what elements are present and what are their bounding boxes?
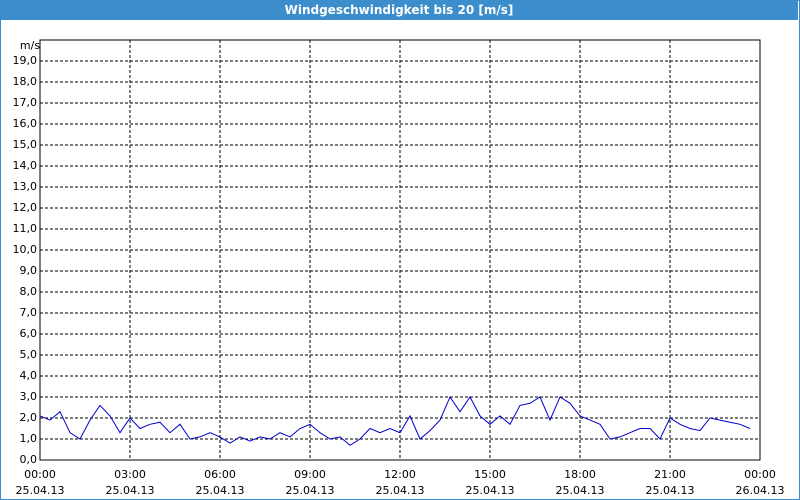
x-tick-label: 09:00: [294, 468, 326, 481]
x-tick-date: 25.04.13: [646, 484, 695, 497]
y-tick-label: 6,0: [20, 327, 38, 340]
x-tick-label: 18:00: [564, 468, 596, 481]
y-tick-label: 1,0: [20, 432, 38, 445]
y-tick-label: 17,0: [13, 96, 38, 109]
y-tick-label: 8,0: [20, 285, 38, 298]
y-tick-label: 18,0: [13, 75, 38, 88]
y-tick-label: 7,0: [20, 306, 38, 319]
x-tick-label: 00:00: [744, 468, 776, 481]
y-tick-label: 9,0: [20, 264, 38, 277]
x-tick-date: 25.04.13: [286, 484, 335, 497]
x-tick-label: 06:00: [204, 468, 236, 481]
chart-title: Windgeschwindigkeit bis 20 [m/s]: [0, 0, 798, 20]
y-tick-label: 15,0: [13, 138, 38, 151]
x-tick-date: 25.04.13: [466, 484, 515, 497]
x-tick-date: 26.04.13: [736, 484, 785, 497]
x-tick-date: 25.04.13: [556, 484, 605, 497]
x-tick-label: 21:00: [654, 468, 686, 481]
x-tick-label: 12:00: [384, 468, 416, 481]
x-tick-date: 25.04.13: [196, 484, 245, 497]
x-tick-label: 00:00: [24, 468, 56, 481]
y-tick-label: 3,0: [20, 390, 38, 403]
y-axis-unit: m/s: [20, 39, 40, 52]
y-tick-label: 12,0: [13, 201, 38, 214]
plot-frame: [39, 39, 761, 461]
y-tick-label: 4,0: [20, 369, 38, 382]
y-tick-label: 10,0: [13, 243, 38, 256]
y-tick-label: 5,0: [20, 348, 38, 361]
y-tick-label: 2,0: [20, 411, 38, 424]
y-tick-label: 14,0: [13, 159, 38, 172]
x-tick-label: 03:00: [114, 468, 146, 481]
y-tick-label: 13,0: [13, 180, 38, 193]
x-tick-date: 25.04.13: [376, 484, 425, 497]
x-tick-label: 15:00: [474, 468, 506, 481]
y-tick-label: 11,0: [13, 222, 38, 235]
data-line: [39, 395, 751, 446]
y-tick-label: 16,0: [13, 117, 38, 130]
y-tick-label: 0,0: [20, 453, 38, 466]
x-tick-date: 25.04.13: [16, 484, 65, 497]
x-tick-date: 25.04.13: [106, 484, 155, 497]
y-tick-label: 19,0: [13, 54, 38, 67]
